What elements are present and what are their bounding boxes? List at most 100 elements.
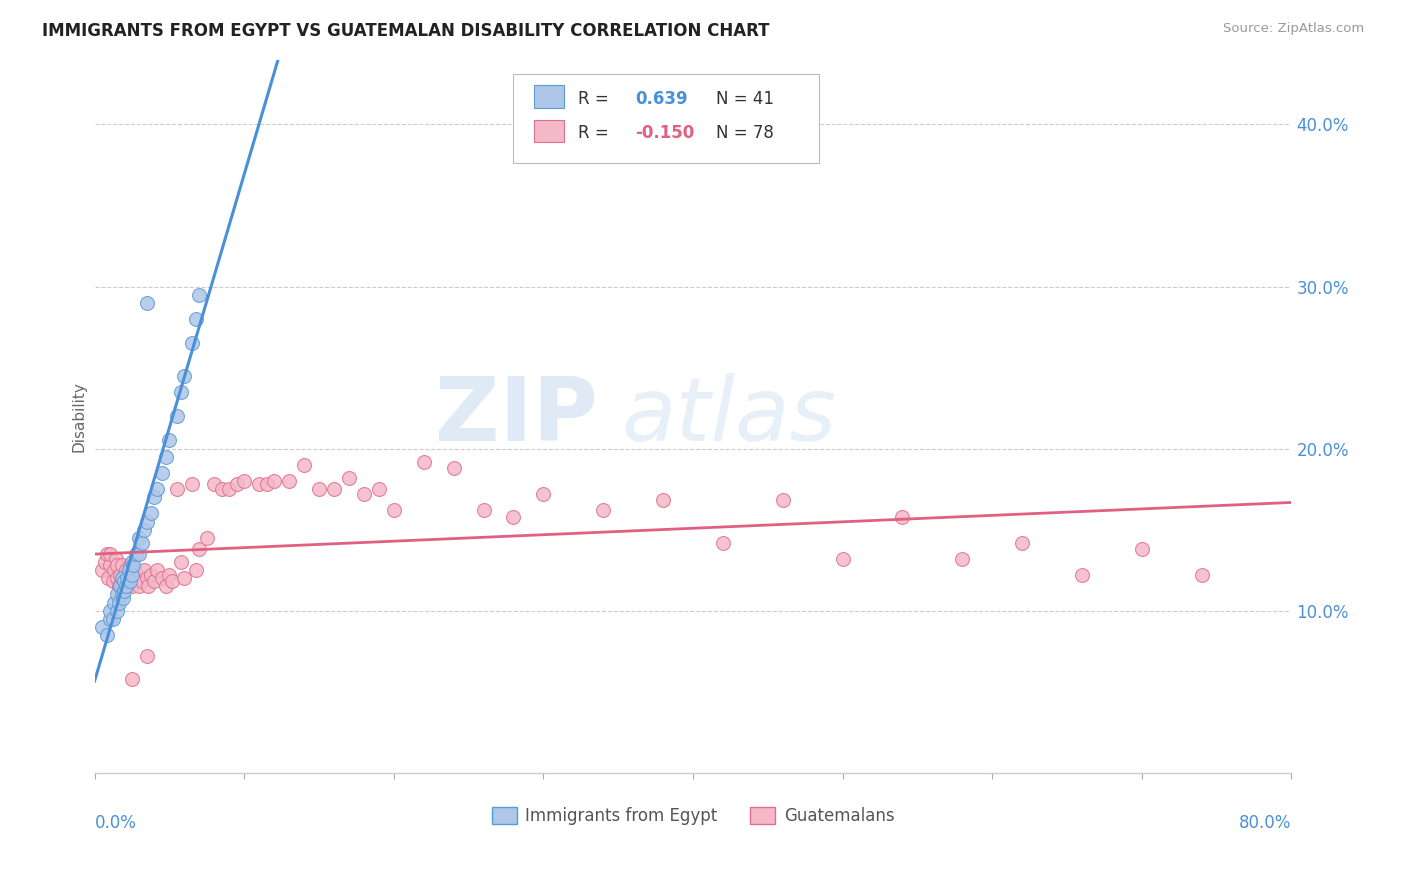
Point	[120, 558, 142, 573]
Point	[1191, 568, 1213, 582]
Point	[188, 287, 211, 301]
Point	[502, 509, 524, 524]
Point	[120, 574, 142, 589]
Point	[105, 587, 128, 601]
Point	[131, 535, 153, 549]
Point	[155, 579, 177, 593]
Point	[121, 555, 143, 569]
Point	[98, 604, 121, 618]
Point	[104, 551, 127, 566]
Point	[247, 477, 270, 491]
FancyBboxPatch shape	[534, 120, 564, 143]
Point	[103, 563, 125, 577]
Point	[122, 558, 145, 573]
Point	[831, 551, 853, 566]
Point	[195, 531, 218, 545]
FancyBboxPatch shape	[534, 86, 564, 108]
Point	[98, 612, 121, 626]
Point	[155, 450, 177, 464]
Point	[292, 458, 315, 472]
Point	[141, 568, 163, 582]
Point	[143, 574, 166, 589]
Point	[111, 579, 134, 593]
Point	[143, 490, 166, 504]
Point	[225, 477, 247, 491]
Point	[186, 312, 208, 326]
Point	[128, 571, 150, 585]
Point	[891, 509, 914, 524]
Point	[950, 551, 973, 566]
Point	[263, 474, 285, 488]
Point	[125, 547, 148, 561]
Point	[110, 558, 132, 573]
Point	[97, 571, 120, 585]
Point	[211, 482, 233, 496]
Point	[443, 461, 465, 475]
Point	[1011, 535, 1033, 549]
Text: N = 41: N = 41	[716, 90, 773, 108]
Point	[1071, 568, 1094, 582]
Point	[1130, 542, 1153, 557]
Point	[166, 482, 188, 496]
Point	[136, 515, 159, 529]
Text: 80.0%: 80.0%	[1239, 814, 1292, 832]
Legend: Immigrants from Egypt, Guatemalans: Immigrants from Egypt, Guatemalans	[485, 801, 901, 832]
Point	[128, 547, 150, 561]
Text: Source: ZipAtlas.com: Source: ZipAtlas.com	[1223, 22, 1364, 36]
Point	[337, 471, 360, 485]
Text: atlas: atlas	[621, 373, 837, 459]
Point	[121, 672, 143, 686]
Point	[136, 648, 159, 663]
Point	[107, 596, 129, 610]
Text: R =: R =	[578, 90, 614, 108]
Point	[162, 574, 184, 589]
Point	[118, 563, 141, 577]
Point	[138, 579, 160, 593]
Point	[91, 620, 114, 634]
Point	[367, 482, 389, 496]
Point	[115, 563, 138, 577]
Point	[150, 571, 173, 585]
Point	[118, 568, 141, 582]
Point	[180, 336, 202, 351]
Point	[652, 493, 675, 508]
Point	[125, 574, 148, 589]
Point	[124, 563, 146, 577]
Point	[121, 579, 143, 593]
Point	[141, 507, 163, 521]
Text: 0.639: 0.639	[636, 90, 688, 108]
Point	[218, 482, 240, 496]
Point	[146, 482, 169, 496]
Point	[233, 474, 256, 488]
Point	[186, 563, 208, 577]
Point	[110, 571, 132, 585]
Text: -0.150: -0.150	[636, 124, 695, 142]
Text: N = 78: N = 78	[716, 124, 773, 142]
FancyBboxPatch shape	[513, 74, 818, 163]
Point	[132, 563, 155, 577]
Point	[105, 571, 128, 585]
Point	[278, 474, 301, 488]
Point	[98, 547, 121, 561]
Point	[180, 477, 202, 491]
Point	[94, 555, 117, 569]
Point	[115, 579, 138, 593]
Point	[121, 568, 143, 582]
Point	[188, 542, 211, 557]
Point	[472, 503, 495, 517]
Point	[110, 587, 132, 601]
Point	[150, 466, 173, 480]
Point	[105, 604, 128, 618]
Text: 0.0%: 0.0%	[94, 814, 136, 832]
Point	[308, 482, 330, 496]
Point	[91, 563, 114, 577]
Point	[170, 384, 193, 399]
Point	[111, 591, 134, 605]
Text: ZIP: ZIP	[434, 373, 598, 459]
Point	[114, 574, 136, 589]
Point	[772, 493, 794, 508]
Point	[173, 368, 195, 383]
Point	[157, 568, 180, 582]
Text: IMMIGRANTS FROM EGYPT VS GUATEMALAN DISABILITY CORRELATION CHART: IMMIGRANTS FROM EGYPT VS GUATEMALAN DISA…	[42, 22, 769, 40]
Point	[136, 295, 159, 310]
